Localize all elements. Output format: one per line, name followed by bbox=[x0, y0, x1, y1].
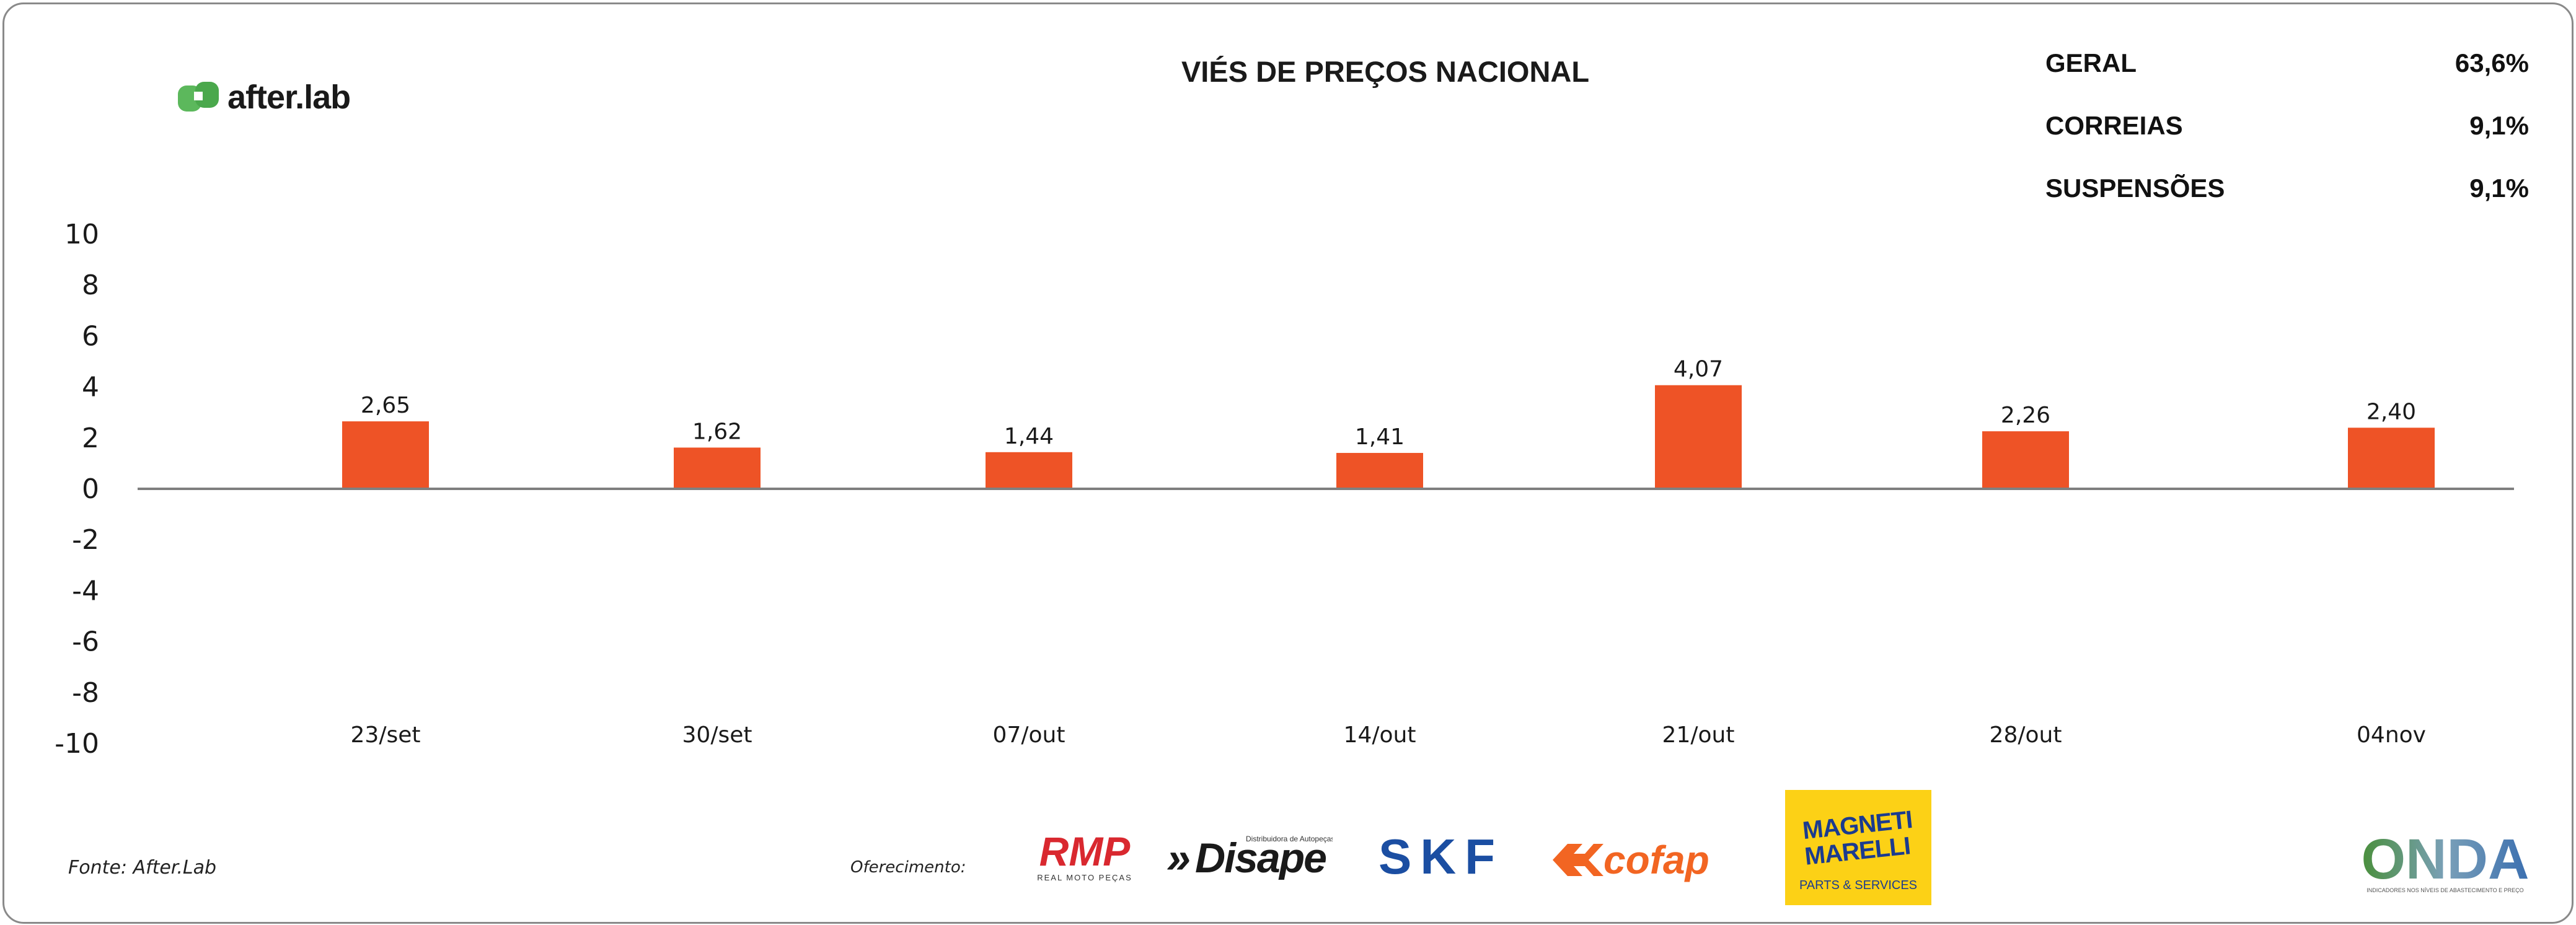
bar bbox=[1982, 431, 2069, 489]
stat-value: 9,1% bbox=[2469, 111, 2529, 140]
x-tick-label: 21/out bbox=[1662, 722, 1735, 748]
bar-chart: 10 8 6 4 2 0 -2 -4 -6 -8 -10 2,65 23/set 1,62 30/set 1,… bbox=[55, 219, 2514, 760]
onda-tagline: INDICADORES NOS NÍVEIS DE ABASTECIMENTO … bbox=[2366, 887, 2523, 893]
cofap-logo-icon bbox=[1553, 844, 1603, 876]
disape-logo-text: Disape bbox=[1195, 835, 1326, 880]
onda-logo-text: ONDA bbox=[2362, 830, 2530, 891]
data-label: 1,44 bbox=[1004, 424, 1054, 449]
sponsor-label: Oferecimento: bbox=[850, 858, 966, 877]
logo-text: after.lab bbox=[227, 79, 351, 116]
skf-logo: SKF bbox=[1378, 835, 1504, 880]
bar bbox=[674, 447, 761, 489]
y-tick-label: 8 bbox=[82, 270, 99, 301]
y-tick-label: 2 bbox=[82, 423, 99, 454]
x-tick-label: 23/set bbox=[351, 722, 421, 748]
magneti-marelli-logo: MAGNETI MARELLI PARTS & SERVICES bbox=[1785, 790, 1931, 905]
cofap-logo: cofap bbox=[1553, 838, 1709, 882]
skf-logo-text: SKF bbox=[1378, 835, 1504, 880]
magneti-tagline: PARTS & SERVICES bbox=[1799, 879, 1917, 892]
y-tick-label: -8 bbox=[72, 677, 99, 709]
stat-row-suspensoes: SUSPENSÕES 9,1% bbox=[2045, 173, 2529, 236]
x-tick-label: 30/set bbox=[682, 722, 752, 748]
x-tick-label: 14/out bbox=[1344, 722, 1416, 748]
y-tick-label: -4 bbox=[72, 575, 99, 607]
x-tick-label: 04nov bbox=[2357, 722, 2426, 748]
x-tick-label: 28/out bbox=[1990, 722, 2062, 748]
rmp-logo-text: RMP bbox=[1039, 833, 1131, 874]
y-tick-label: -10 bbox=[55, 728, 99, 760]
y-tick-label: 4 bbox=[82, 372, 99, 403]
data-label: 1,62 bbox=[692, 419, 742, 444]
y-tick-label: -6 bbox=[72, 626, 99, 658]
data-label: 2,65 bbox=[361, 393, 410, 418]
svg-text:»: » bbox=[1167, 833, 1189, 880]
data-label: 2,40 bbox=[2366, 399, 2416, 424]
stat-label: GERAL bbox=[2045, 48, 2137, 77]
afterlab-logo: after.lab bbox=[177, 78, 351, 116]
bar bbox=[1336, 453, 1423, 489]
cofap-logo-text: cofap bbox=[1603, 838, 1709, 882]
rmp-tagline: REAL MOTO PEÇAS bbox=[1037, 873, 1132, 882]
onda-logo: ONDA INDICADORES NOS NÍVEIS DE ABASTECIM… bbox=[2362, 830, 2530, 893]
chart-title: VIÉS DE PREÇOS NACIONAL bbox=[1181, 55, 1590, 88]
afterlab-logo-icon bbox=[178, 82, 219, 112]
y-tick-label: -2 bbox=[72, 524, 99, 556]
stats-panel: GERAL 63,6% CORREIAS 9,1% SUSPENSÕES 9,1… bbox=[2045, 48, 2529, 236]
data-label: 2,26 bbox=[2001, 403, 2050, 428]
disape-tagline: Distribuidora de Autopeças bbox=[1246, 835, 1333, 843]
source-note: Fonte: After.Lab bbox=[68, 857, 217, 879]
y-tick-label: 10 bbox=[64, 219, 99, 250]
data-label: 1,41 bbox=[1355, 424, 1405, 450]
x-tick-label: 07/out bbox=[993, 722, 1065, 748]
stat-label: CORREIAS bbox=[2045, 111, 2183, 140]
stat-label: SUSPENSÕES bbox=[2045, 173, 2225, 203]
stat-value: 9,1% bbox=[2469, 173, 2529, 203]
bar bbox=[1655, 385, 1742, 489]
bar bbox=[2348, 427, 2435, 489]
stat-value: 63,6% bbox=[2455, 48, 2529, 77]
y-tick-label: 6 bbox=[82, 320, 99, 352]
y-tick-label: 0 bbox=[82, 473, 99, 505]
bar bbox=[342, 421, 429, 489]
stat-row-geral: GERAL 63,6% bbox=[2045, 48, 2529, 111]
bar bbox=[986, 452, 1072, 489]
rmp-logo: RMP REAL MOTO PEÇAS bbox=[1037, 833, 1132, 882]
disape-logo: Distribuidora de Autopeças » Disape bbox=[1167, 833, 1333, 880]
data-label: 4,07 bbox=[1674, 357, 1723, 382]
stat-row-correias: CORREIAS 9,1% bbox=[2045, 111, 2529, 173]
